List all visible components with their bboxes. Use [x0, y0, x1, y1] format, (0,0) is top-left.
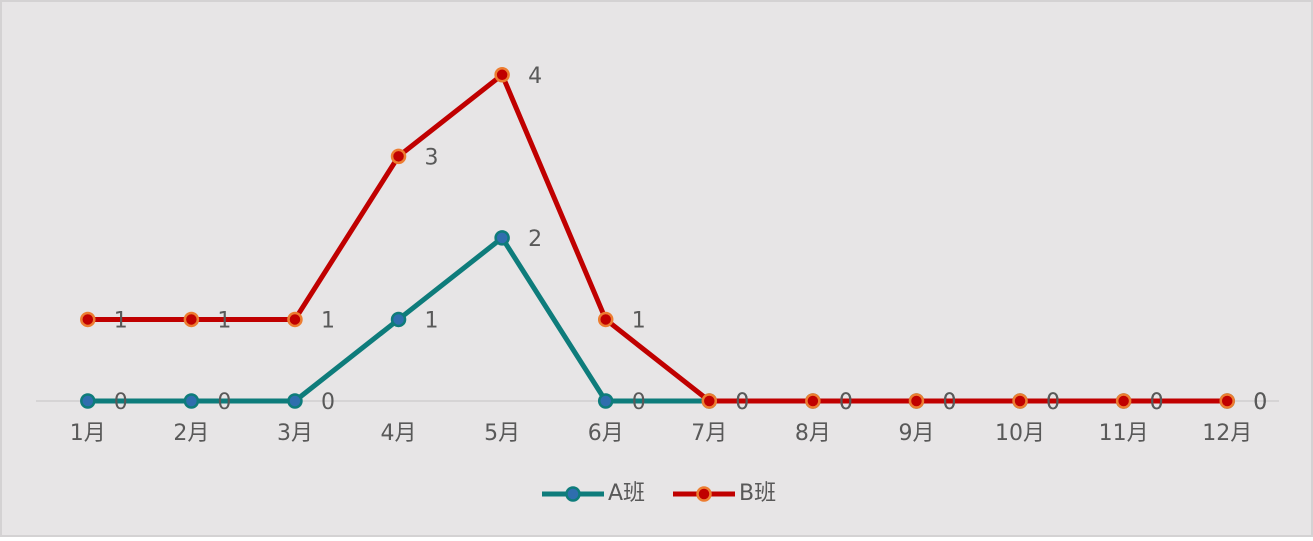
- legend-marker: [565, 486, 581, 502]
- data-point: [390, 311, 407, 328]
- x-tick-label: 3月: [277, 421, 313, 446]
- data-point: [183, 311, 200, 328]
- legend-label: A班: [608, 481, 645, 506]
- x-tick-label: 8月: [795, 421, 831, 446]
- data-label: 1: [217, 308, 231, 333]
- series-line: [87, 72, 1228, 404]
- data-point: [701, 393, 718, 409]
- x-tick-label: 10月: [995, 421, 1045, 446]
- data-label: 4: [528, 64, 542, 89]
- x-tick-label: 5月: [484, 421, 520, 446]
- data-label: 3: [425, 145, 439, 170]
- data-label: 1: [321, 308, 335, 333]
- x-tick-label: 9月: [898, 421, 934, 446]
- data-point: [1219, 393, 1235, 409]
- data-label: 2: [528, 227, 542, 252]
- x-tick-label: 6月: [588, 421, 624, 446]
- x-tick-label: 12月: [1202, 421, 1252, 446]
- data-point: [1012, 393, 1028, 409]
- data-point: [494, 230, 510, 246]
- x-tick-label: 2月: [173, 421, 209, 446]
- data-label: 1: [425, 308, 439, 333]
- data-label: 0: [1253, 390, 1267, 415]
- legend-marker: [696, 486, 712, 502]
- data-label: 0: [735, 390, 749, 415]
- data-point: [1115, 393, 1132, 409]
- data-label: 0: [1253, 390, 1267, 415]
- x-tick-label: 7月: [691, 421, 727, 446]
- x-tick-label: 11月: [1099, 421, 1149, 446]
- data-point: [390, 148, 407, 165]
- data-point: [908, 393, 925, 409]
- legend-label: B班: [739, 481, 776, 506]
- data-label: 1: [632, 308, 646, 333]
- data-label: 0: [114, 390, 128, 415]
- data-label: 1: [114, 308, 128, 333]
- data-label: 0: [942, 390, 956, 415]
- data-point: [494, 67, 510, 83]
- data-point: [183, 393, 200, 409]
- x-tick-label: 4月: [381, 421, 417, 446]
- data-label: 0: [1150, 390, 1164, 415]
- x-tick-label: 1月: [70, 421, 106, 446]
- data-point: [597, 311, 614, 328]
- data-label: 0: [1046, 390, 1060, 415]
- data-point: [597, 393, 614, 409]
- data-point: [805, 393, 821, 409]
- data-label: 0: [217, 390, 231, 415]
- data-label: 0: [632, 390, 646, 415]
- data-point: [287, 311, 303, 328]
- data-point: [80, 393, 96, 409]
- data-point: [287, 393, 303, 409]
- data-label: 0: [839, 390, 853, 415]
- data-label: 0: [321, 390, 335, 415]
- data-point: [80, 311, 96, 328]
